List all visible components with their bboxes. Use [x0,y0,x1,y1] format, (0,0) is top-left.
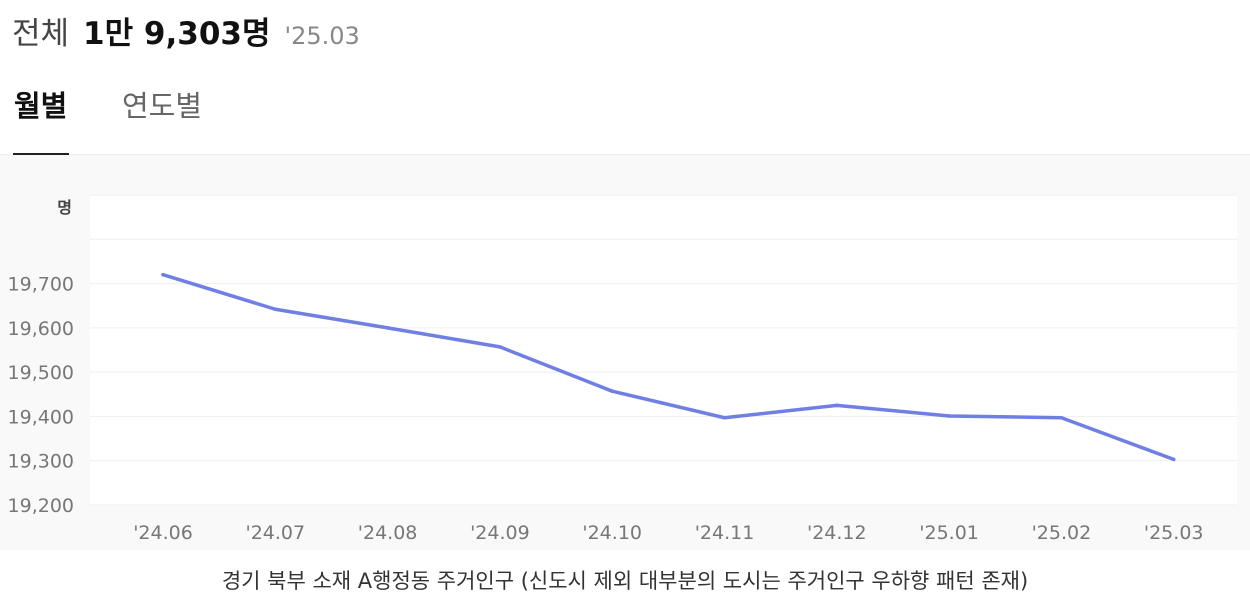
x-tick-label: '25.02 [1032,522,1092,544]
chart-panel: 19,200 19,300 19,400 19,500 19,600 19,700 '24… [0,155,1250,550]
tab-monthly[interactable]: 월별 [12,84,70,155]
population-summary: 전체 1만 9,303명 '25.03 [12,8,360,58]
data-point[interactable] [161,272,165,277]
data-point[interactable] [1059,415,1064,420]
data-point[interactable] [498,345,502,349]
x-tick-label: '24.08 [358,522,418,544]
x-tick-label: '24.06 [133,522,193,544]
data-point[interactable] [273,307,278,312]
x-tick-label: '24.10 [582,522,642,544]
chart-caption: 경기 북부 소재 A행정동 주거인구 (신도시 제외 대부분의 도시는 주거인구… [221,569,1029,593]
plot-area [90,195,1237,505]
tab-yearly[interactable]: 연도별 [122,89,203,123]
y-axis: 19,200 19,300 19,400 19,500 19,600 19,700 [8,274,74,517]
y-tick-label: 19,400 [8,406,74,428]
y-tick-label: 19,200 [8,495,74,517]
summary-label: 전체 [12,16,70,52]
y-tick-label: 19,500 [8,362,74,384]
data-point[interactable] [722,415,727,420]
x-tick-label: '24.09 [470,522,530,544]
data-point[interactable] [610,389,614,393]
y-axis-unit-label: 명 [57,198,72,217]
reference-period: '25.03 [284,22,360,50]
population-line-chart: 19,200 19,300 19,400 19,500 19,600 19,700 '24… [8,194,1237,544]
data-point[interactable] [835,403,839,408]
data-point[interactable] [385,326,390,330]
series-line [161,272,1176,462]
grid-lines [90,194,1237,506]
y-tick-label: 19,700 [8,274,74,296]
y-tick-label: 19,300 [8,451,74,473]
x-axis: '24.06 '24.07 '24.08 '24.09 '24.10 '24.11 '24.… [133,522,1203,544]
period-tabs: 월별 연도별 [0,84,1250,155]
x-tick-label: '25.01 [919,522,979,544]
data-point[interactable] [1171,457,1176,462]
x-tick-label: '24.12 [807,522,867,544]
series-layer [161,272,1176,462]
x-tick-label: '24.11 [695,522,755,544]
x-tick-label: '25.03 [1144,522,1204,544]
data-point[interactable] [947,414,951,418]
x-tick-label: '24.07 [245,522,305,544]
y-tick-label: 19,600 [8,318,74,340]
total-population: 1만 9,303명 [83,16,271,52]
